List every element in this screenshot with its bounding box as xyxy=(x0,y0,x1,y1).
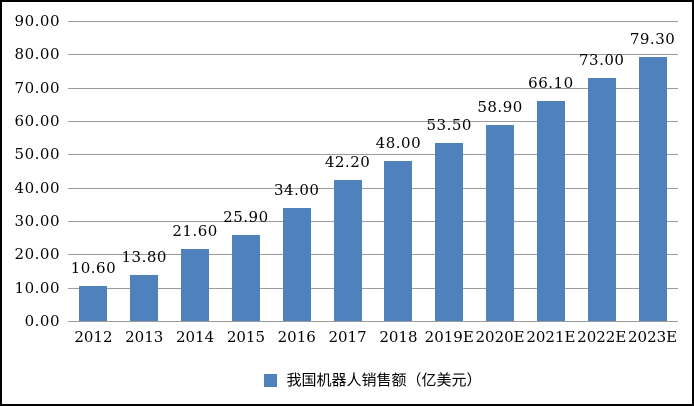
y-tick-label: 20.00 xyxy=(14,245,60,264)
bar-value-label: 73.00 xyxy=(579,50,625,69)
bar-2013 xyxy=(130,275,159,321)
legend-marker-square xyxy=(264,373,278,387)
bar-2020E xyxy=(486,124,515,321)
gridline xyxy=(68,154,678,156)
y-tick-label: 40.00 xyxy=(14,178,60,197)
x-tick-label: 2013 xyxy=(125,328,164,346)
x-tick-label: 2017 xyxy=(328,328,367,346)
bar-2015 xyxy=(231,234,260,321)
plot-area: 10.60 13.80 21.60 25.90 34.00 42.20 48.00 53.50… xyxy=(68,21,678,322)
x-tick-label: 2015 xyxy=(226,328,265,346)
gridline xyxy=(68,21,678,22)
bar-value-label: 48.00 xyxy=(375,134,422,152)
bar-value-label: 13.80 xyxy=(121,248,167,266)
bar-2021E xyxy=(536,100,565,321)
bar-value-label: 21.60 xyxy=(172,222,218,240)
x-tick-label: 2014 xyxy=(175,328,215,346)
gridline xyxy=(68,321,678,322)
y-tick-label: 30.00 xyxy=(14,212,60,230)
bar-value-label: 10.60 xyxy=(70,258,117,277)
y-tick-label: 10.00 xyxy=(14,278,60,297)
gridline xyxy=(68,87,678,89)
bar-value-label: 79.30 xyxy=(629,29,676,48)
y-tick-label: 0.00 xyxy=(24,312,60,330)
gridline xyxy=(68,287,678,289)
gridline xyxy=(68,254,678,256)
y-tick-label: 60.00 xyxy=(14,112,60,130)
x-tick-label: 2019E xyxy=(424,328,474,346)
x-tick-label: 2022E xyxy=(577,328,627,346)
bar-2012 xyxy=(79,285,108,321)
x-tick-label: 2012 xyxy=(74,328,113,346)
bar-value-label: 66.10 xyxy=(528,73,574,92)
x-tick-label: 2023E xyxy=(628,328,678,346)
x-tick-label: 2020E xyxy=(475,328,525,346)
bar-2014 xyxy=(181,249,210,321)
gridline xyxy=(68,221,678,222)
gridline xyxy=(68,54,678,56)
bar-2016 xyxy=(282,207,311,321)
y-tick-label: 80.00 xyxy=(14,45,60,64)
bar-value-label: 25.90 xyxy=(223,207,269,226)
bar-value-label: 34.00 xyxy=(274,180,320,199)
x-tick-label: 2021E xyxy=(526,328,576,346)
legend: 我国机器人销售额（亿美元） xyxy=(68,370,678,390)
bar-value-label: 53.50 xyxy=(426,115,472,134)
gridline xyxy=(68,187,678,189)
x-tick-label: 2018 xyxy=(379,328,418,346)
bar-2018 xyxy=(384,161,413,321)
bar-2017 xyxy=(333,180,362,321)
bar-value-label: 58.90 xyxy=(477,97,523,116)
bar-value-label: 42.20 xyxy=(324,153,371,172)
bar-2022E xyxy=(587,77,616,321)
gridline xyxy=(68,121,678,122)
y-tick-label: 90.00 xyxy=(14,12,60,30)
y-tick-label: 70.00 xyxy=(14,78,60,97)
bar-2019E xyxy=(435,142,464,321)
legend-label: 我国机器人销售额（亿美元） xyxy=(286,371,482,389)
bar-2023E xyxy=(638,56,667,321)
x-tick-label: 2016 xyxy=(277,328,316,346)
y-tick-label: 50.00 xyxy=(14,145,60,164)
